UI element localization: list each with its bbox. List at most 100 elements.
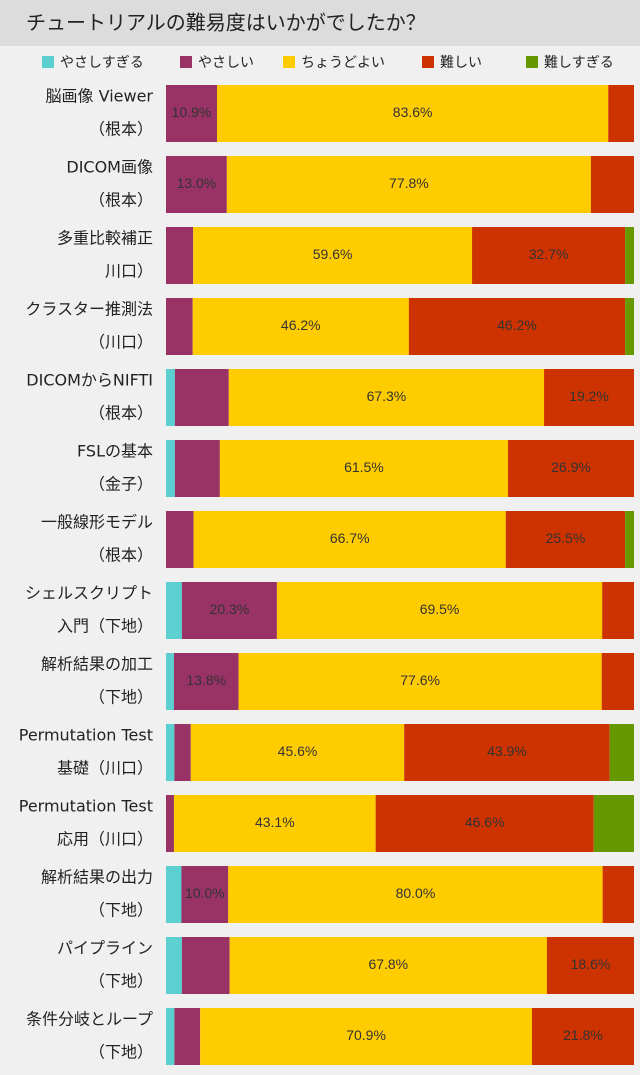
bar-segment [408, 298, 626, 355]
value-label: 67.3% [367, 388, 407, 404]
category-label: 解析結果の加工 [41, 655, 153, 674]
bar-segment [602, 866, 634, 923]
bar-segment [608, 85, 634, 142]
value-label: 46.6% [465, 814, 505, 830]
legend-swatch [283, 56, 295, 68]
bar-segment [166, 227, 194, 284]
bar-segment [190, 724, 405, 781]
bar-segment [174, 1008, 201, 1065]
value-label: 45.6% [278, 743, 318, 759]
bar-segment [219, 440, 508, 497]
category-label: 解析結果の出力 [41, 868, 153, 887]
value-label: 18.6% [571, 956, 611, 972]
bar-segment [507, 440, 634, 497]
bar-segment [228, 369, 545, 426]
legend-swatch [180, 56, 192, 68]
category-label: Permutation Test [19, 797, 153, 816]
value-label: 77.8% [389, 175, 429, 191]
bar-segment [166, 369, 175, 426]
bar-segment [228, 866, 603, 923]
category-label: 条件分岐とループ [26, 1010, 153, 1029]
bar-segment [166, 85, 218, 142]
bar-segment [601, 653, 634, 710]
category-label: DICOMからNIFTI [26, 371, 153, 390]
bar-segment [181, 866, 229, 923]
bar-segment [193, 227, 473, 284]
bar-segment [166, 511, 194, 568]
bar-segment [625, 298, 634, 355]
bar-segment [200, 1008, 532, 1065]
value-label: 43.1% [255, 814, 295, 830]
category-label: FSLの基本 [77, 442, 153, 461]
category-label: （川口） [89, 333, 153, 352]
legend-swatch [526, 56, 538, 68]
bar-segment [238, 653, 602, 710]
bar-segment [625, 227, 634, 284]
legend-label: やさしい [198, 55, 254, 71]
bar-segment [166, 866, 182, 923]
bar-segment [166, 298, 193, 355]
bar-segment [375, 795, 594, 852]
bar-segment [166, 724, 175, 781]
category-label: （根本） [89, 120, 153, 139]
legend-label: やさしすぎる [60, 55, 144, 71]
bar-segment [505, 511, 626, 568]
bar-segment [166, 653, 174, 710]
value-label: 77.6% [400, 672, 440, 688]
bar-segment [166, 582, 182, 639]
value-label: 13.0% [177, 175, 217, 191]
value-label: 61.5% [344, 459, 384, 475]
value-label: 59.6% [313, 246, 353, 262]
bar-segment [192, 298, 409, 355]
value-label: 25.5% [546, 530, 586, 546]
value-label: 19.2% [569, 388, 609, 404]
value-label: 20.3% [210, 601, 250, 617]
bar-segment [531, 1008, 634, 1065]
bar-segment [166, 440, 175, 497]
bar-segment [166, 795, 174, 852]
bar-segment [166, 937, 182, 994]
bar-segment [166, 1008, 175, 1065]
bar-segment [181, 582, 277, 639]
bar-segment [544, 369, 634, 426]
value-label: 66.7% [330, 530, 370, 546]
category-label: クラスター推測法 [25, 300, 153, 319]
bar-segment [226, 156, 591, 213]
bar-segment [174, 440, 220, 497]
bar-segment [625, 511, 634, 568]
category-label: 一般線形モデル [41, 513, 153, 532]
category-label: 脳画像 Viewer [46, 87, 154, 106]
category-label: 基礎（川口） [57, 759, 153, 778]
bar-segment [472, 227, 626, 284]
value-label: 43.9% [487, 743, 527, 759]
category-label: （根本） [89, 191, 153, 210]
value-label: 32.7% [529, 246, 569, 262]
legend-label: 難しすぎる [544, 55, 614, 71]
chart-title: チュートリアルの難易度はいかがでしたか？ [26, 11, 426, 35]
bar-segment [404, 724, 610, 781]
legend-swatch [42, 56, 54, 68]
legend-swatch [422, 56, 434, 68]
category-label: Permutation Test [19, 726, 153, 745]
bar-segment [173, 653, 239, 710]
value-label: 83.6% [393, 104, 433, 120]
bar-segment [229, 937, 547, 994]
value-label: 46.2% [281, 317, 321, 333]
category-label: （金子） [89, 475, 153, 494]
category-label: （下地） [89, 1043, 153, 1062]
category-label: （下地） [89, 688, 153, 707]
value-label: 10.9% [172, 104, 212, 120]
category-label: パイプライン [57, 939, 153, 958]
value-label: 26.9% [551, 459, 591, 475]
value-label: 46.2% [497, 317, 537, 333]
bar-segment [174, 724, 191, 781]
bar-segment [166, 156, 227, 213]
category-label: （根本） [89, 546, 153, 565]
bar-segment [193, 511, 506, 568]
value-label: 10.0% [185, 885, 225, 901]
bar-segment [217, 85, 609, 142]
category-label: （根本） [89, 404, 153, 423]
category-label: 応用（川口） [57, 830, 153, 849]
bar-segment [174, 369, 229, 426]
